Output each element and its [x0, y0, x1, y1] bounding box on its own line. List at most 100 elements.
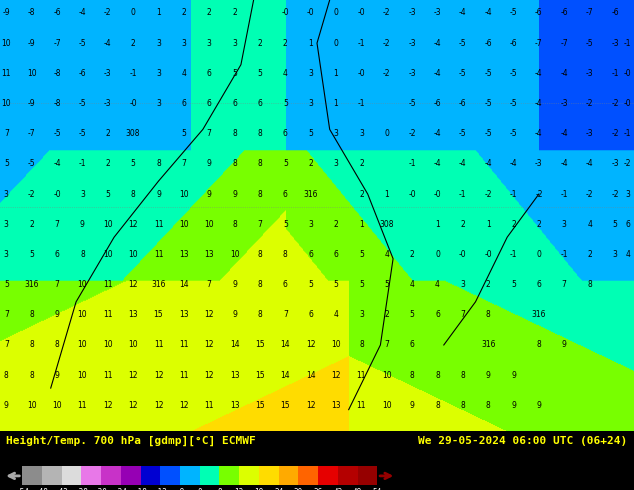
Bar — [278, 466, 299, 485]
Text: -2: -2 — [383, 39, 391, 48]
Text: -2: -2 — [624, 159, 631, 169]
Text: 7: 7 — [207, 129, 212, 138]
Text: 13: 13 — [128, 310, 138, 319]
Text: -7: -7 — [535, 39, 543, 48]
Text: -3: -3 — [408, 39, 416, 48]
Text: -4: -4 — [560, 129, 568, 138]
Text: 2: 2 — [105, 159, 110, 169]
Text: 2: 2 — [232, 8, 237, 18]
Text: -6: -6 — [79, 69, 86, 78]
Text: -3: -3 — [586, 69, 593, 78]
Text: 7: 7 — [562, 280, 567, 289]
Text: 8: 8 — [435, 401, 440, 410]
Text: 24: 24 — [274, 488, 283, 490]
Text: -4: -4 — [510, 159, 517, 169]
Text: -2: -2 — [611, 129, 619, 138]
Text: 12: 12 — [205, 310, 214, 319]
Text: 10: 10 — [103, 341, 113, 349]
Text: 7: 7 — [55, 220, 60, 229]
Text: 2: 2 — [207, 8, 212, 18]
Text: -2: -2 — [611, 99, 619, 108]
Text: 2: 2 — [384, 310, 389, 319]
Text: 10: 10 — [77, 370, 87, 380]
Text: 5: 5 — [333, 280, 339, 289]
Text: 8: 8 — [257, 190, 262, 198]
Text: 11: 11 — [103, 280, 112, 289]
Text: 8: 8 — [257, 250, 262, 259]
Text: -5: -5 — [459, 129, 467, 138]
Text: -7: -7 — [586, 8, 593, 18]
Text: -4: -4 — [560, 69, 568, 78]
Text: 12: 12 — [205, 341, 214, 349]
Text: -6: -6 — [535, 8, 543, 18]
Text: 11: 11 — [357, 401, 366, 410]
Text: 13: 13 — [331, 401, 341, 410]
Text: -4: -4 — [434, 159, 441, 169]
Text: -5: -5 — [459, 39, 467, 48]
Text: -5: -5 — [79, 39, 86, 48]
Text: -0: -0 — [624, 99, 631, 108]
Text: 9: 9 — [232, 310, 237, 319]
Text: 0: 0 — [384, 129, 389, 138]
Text: 6: 6 — [232, 99, 237, 108]
Text: -1: -1 — [129, 69, 137, 78]
Text: 10: 10 — [77, 341, 87, 349]
Text: -6: -6 — [434, 99, 441, 108]
Text: 13: 13 — [179, 250, 189, 259]
Text: 3: 3 — [359, 129, 364, 138]
Text: 9: 9 — [156, 190, 161, 198]
Text: 2: 2 — [105, 129, 110, 138]
Text: -4: -4 — [434, 129, 441, 138]
Text: 3: 3 — [207, 39, 212, 48]
Text: 8: 8 — [257, 280, 262, 289]
Text: 6: 6 — [536, 280, 541, 289]
Text: -0: -0 — [307, 8, 314, 18]
Text: -5: -5 — [484, 99, 492, 108]
Text: 4: 4 — [435, 280, 440, 289]
Text: -5: -5 — [586, 39, 593, 48]
Bar — [338, 466, 358, 485]
Text: 5: 5 — [181, 129, 186, 138]
Text: 13: 13 — [230, 401, 240, 410]
Text: 8: 8 — [359, 341, 364, 349]
Text: 1: 1 — [333, 69, 339, 78]
Text: 5: 5 — [410, 310, 415, 319]
Text: -0: -0 — [358, 8, 365, 18]
Text: 7: 7 — [55, 280, 60, 289]
Text: -2: -2 — [104, 8, 112, 18]
Text: -6: -6 — [53, 8, 61, 18]
Text: 6: 6 — [207, 99, 212, 108]
Text: 54: 54 — [373, 488, 382, 490]
Text: 11: 11 — [2, 69, 11, 78]
Bar — [42, 466, 61, 485]
Text: 12: 12 — [129, 401, 138, 410]
Text: 2: 2 — [308, 159, 313, 169]
Text: -4: -4 — [560, 159, 568, 169]
Text: -30: -30 — [94, 488, 108, 490]
Text: -1: -1 — [624, 129, 631, 138]
Text: -5: -5 — [459, 69, 467, 78]
Text: 11: 11 — [103, 310, 112, 319]
Text: 10: 10 — [331, 341, 341, 349]
Text: -7: -7 — [53, 39, 61, 48]
Text: -2: -2 — [383, 69, 391, 78]
Text: 7: 7 — [460, 310, 465, 319]
Text: 10: 10 — [52, 401, 62, 410]
Text: -2: -2 — [408, 129, 416, 138]
Text: 15: 15 — [280, 401, 290, 410]
Text: 3: 3 — [308, 99, 313, 108]
Text: 2: 2 — [359, 190, 364, 198]
Text: 18: 18 — [254, 488, 264, 490]
Bar — [259, 466, 278, 485]
Text: 10: 10 — [77, 280, 87, 289]
Text: 8: 8 — [257, 310, 262, 319]
Text: 1: 1 — [486, 220, 491, 229]
Text: 7: 7 — [4, 129, 9, 138]
Text: -0: -0 — [408, 190, 416, 198]
Text: -2: -2 — [383, 8, 391, 18]
Text: 1: 1 — [333, 99, 339, 108]
Text: -4: -4 — [535, 69, 543, 78]
Text: 3: 3 — [625, 190, 630, 198]
Text: -2: -2 — [586, 190, 593, 198]
Text: -4: -4 — [434, 69, 441, 78]
